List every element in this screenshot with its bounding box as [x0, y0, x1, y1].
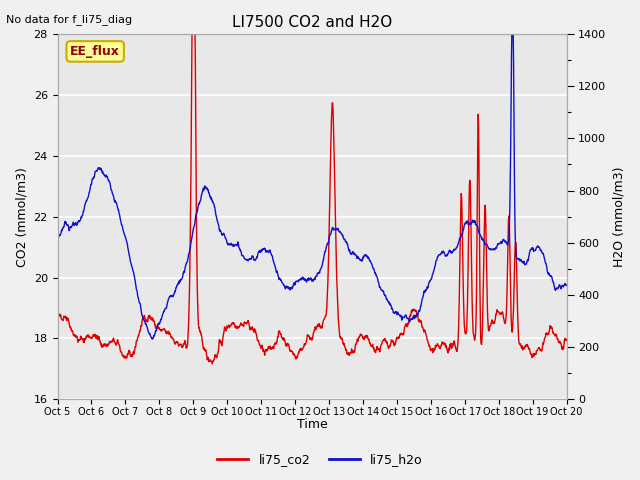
li75_h2o — [563, 282, 570, 288]
li75_h2o — [93, 168, 100, 174]
li75_co2 — [344, 351, 352, 357]
li75_co2 — [209, 361, 216, 367]
Line: li75_h2o: li75_h2o — [58, 34, 566, 339]
Line: li75_co2: li75_co2 — [58, 34, 566, 364]
Text: No data for f_li75_diag: No data for f_li75_diag — [6, 14, 132, 25]
li75_co2 — [114, 337, 122, 343]
li75_h2o — [508, 31, 516, 37]
li75_co2 — [290, 352, 298, 358]
li75_h2o — [270, 260, 278, 265]
X-axis label: Time: Time — [297, 419, 328, 432]
Title: LI7500 CO2 and H2O: LI7500 CO2 and H2O — [232, 15, 392, 30]
li75_h2o — [114, 205, 122, 211]
li75_h2o — [54, 239, 61, 245]
li75_h2o — [344, 241, 351, 247]
li75_h2o — [280, 283, 288, 288]
Text: EE_flux: EE_flux — [70, 45, 120, 58]
li75_co2 — [563, 337, 570, 343]
li75_h2o — [290, 281, 298, 287]
li75_co2 — [281, 337, 289, 343]
li75_co2 — [93, 333, 100, 338]
li75_co2 — [54, 318, 61, 324]
li75_h2o — [148, 336, 156, 342]
Y-axis label: CO2 (mmol/m3): CO2 (mmol/m3) — [15, 167, 28, 266]
Legend: li75_co2, li75_h2o: li75_co2, li75_h2o — [212, 448, 428, 471]
li75_co2 — [270, 343, 278, 348]
li75_co2 — [189, 31, 196, 37]
Y-axis label: H2O (mmol/m3): H2O (mmol/m3) — [612, 167, 625, 267]
